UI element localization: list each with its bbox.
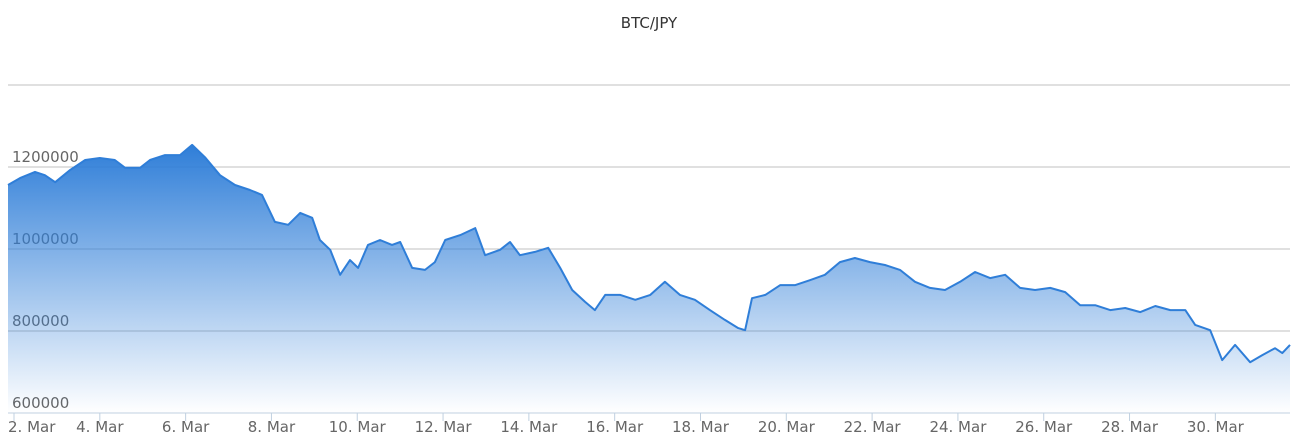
y-tick-label: 1200000 xyxy=(12,148,79,166)
x-tick-label: 4. Mar xyxy=(76,418,124,436)
x-tick-label: 30. Mar xyxy=(1187,418,1245,436)
x-tick-label: 14. Mar xyxy=(500,418,558,436)
x-tick-label: 26. Mar xyxy=(1015,418,1073,436)
x-tick-label: 28. Mar xyxy=(1101,418,1159,436)
x-tick-label: 12. Mar xyxy=(415,418,473,436)
x-tick-label: 10. Mar xyxy=(329,418,387,436)
x-tick-label: 8. Mar xyxy=(248,418,296,436)
x-tick-label: 2. Mar xyxy=(8,418,56,436)
x-tick-label: 24. Mar xyxy=(929,418,987,436)
x-tick-label: 16. Mar xyxy=(586,418,644,436)
x-tick-label: 22. Mar xyxy=(844,418,902,436)
x-tick-label: 20. Mar xyxy=(758,418,816,436)
x-tick-label: 6. Mar xyxy=(162,418,210,436)
line xyxy=(7,143,1291,364)
chart-title: BTC/JPY xyxy=(621,14,678,32)
area-fill xyxy=(8,144,1290,413)
x-tick-label: 18. Mar xyxy=(672,418,730,436)
